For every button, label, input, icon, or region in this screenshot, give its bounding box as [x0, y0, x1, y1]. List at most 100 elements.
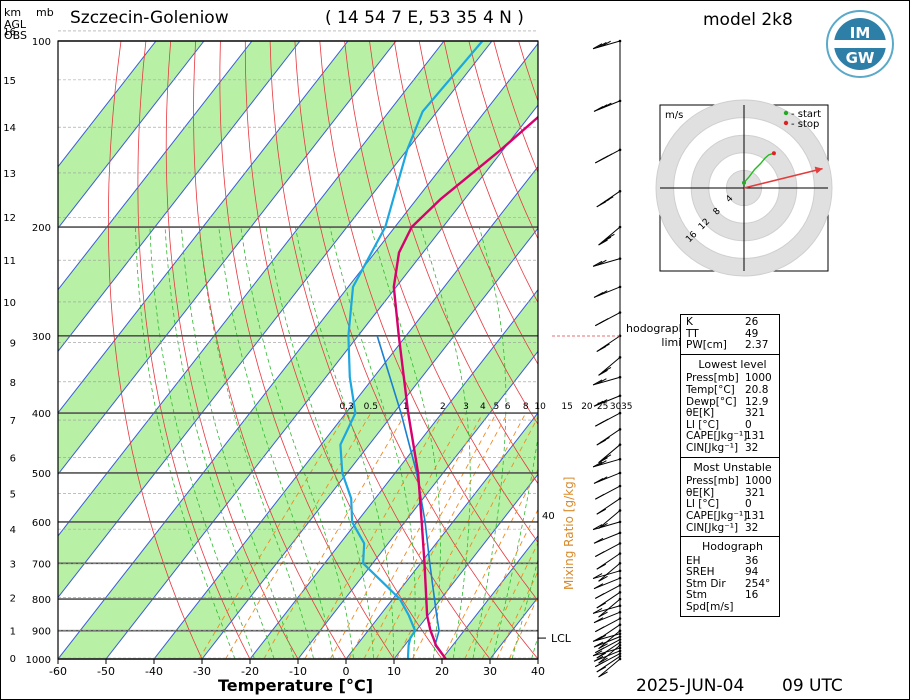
wind-barb-flag [595, 593, 605, 599]
x-tick-label: -10 [289, 665, 307, 678]
indices-label: PW[cm] [686, 339, 727, 352]
dry-adiabat [137, 41, 251, 659]
wind-barb-flag [598, 611, 608, 618]
isotherm-line [58, 41, 157, 168]
hodo-label: Stm Dir [686, 577, 726, 590]
wind-barb-flag [595, 626, 605, 633]
lowest-row: Dewp[°C] 12.9 [686, 395, 779, 409]
wind-barb-flag [593, 617, 604, 624]
storm-motion-vector [743, 167, 823, 189]
unstable-label: θE[K] [686, 486, 715, 499]
isotherm-line [345, 412, 538, 659]
x-tick-label: 40 [531, 665, 545, 678]
x-tick-label: 0 [343, 665, 350, 678]
wind-barb-flag [597, 476, 608, 483]
hodograph-stop-label: - stop [791, 119, 819, 130]
hodo-label: EH [686, 554, 701, 567]
wind-barbs [552, 39, 622, 678]
pressure-tick-label: 200 [32, 223, 51, 234]
wind-barb-flag [593, 478, 604, 484]
wind-barb-flag [593, 641, 604, 648]
axis-mb-label: mb [36, 6, 54, 19]
unstable-row: CIN[Jkg⁻¹] 32 [686, 521, 779, 535]
profiles [339, 41, 538, 659]
dry-adiabat [294, 41, 538, 659]
km-tick-label: 14 [3, 123, 16, 134]
dry-adiabat [369, 41, 538, 485]
wind-barb-flag [598, 523, 608, 529]
hodo-row: SREH 94 [686, 567, 779, 579]
hodograph-trace-start [742, 180, 746, 185]
wind-barb-flag [595, 493, 605, 500]
hodograph-title: Hodograph [702, 540, 763, 554]
wind-barb-flag [603, 196, 614, 203]
hodograph-trace [743, 152, 775, 184]
unstable-value: 32 [745, 521, 759, 534]
mixing-ratio-tick-label: 6 [505, 402, 511, 412]
hodo-row: EH 36 [686, 554, 779, 568]
unstable-row: CAPE[Jkg⁻¹] 131 [686, 509, 779, 523]
moist-adiabat [181, 226, 295, 659]
unstable-row: LI [°C] 0 [686, 499, 779, 511]
lowest-label: LI [°C] [686, 418, 720, 431]
wind-barb-flag [597, 290, 608, 297]
moist-adiabat [472, 226, 507, 659]
x-tick-label: -20 [241, 665, 259, 678]
wind-barb-flag [593, 105, 604, 112]
lowest-value: 1000 [745, 372, 772, 385]
km-tick-label: 10 [3, 298, 16, 309]
moist-adiabat [295, 226, 394, 659]
unstable-value: 131 [745, 509, 766, 522]
lowest-label: CAPE[Jkg⁻¹] [686, 430, 748, 443]
valid-date: 2025-JUN-04 [636, 676, 745, 696]
km-tick-label: 5 [10, 490, 16, 501]
lowest-level-title: Lowest level [698, 357, 767, 371]
wind-barb-flag [598, 643, 608, 650]
wind-barb-shaft [592, 258, 621, 267]
lowest-row: CAPE[Jkg⁻¹] 131 [686, 431, 779, 443]
mixing-ratio-tick-label: 10 [534, 402, 546, 412]
pressure-tick-label: 800 [32, 595, 51, 606]
lowest-row: θE[K] 321 [686, 408, 779, 420]
lowest-value: 321 [745, 407, 766, 420]
hodograph-trace-stop [771, 151, 776, 156]
moist-adiabat [370, 226, 441, 659]
wind-barb-flag [592, 608, 603, 614]
km-tick-label: 16 [3, 27, 16, 38]
x-tick-label: 30 [483, 665, 497, 678]
km-tick-label: 2 [10, 593, 16, 604]
wind-barb-flag [600, 343, 610, 350]
wind-barb-flag [598, 418, 609, 425]
wind-barb-flag [593, 291, 604, 298]
x-tick-label: -30 [193, 665, 211, 678]
hodo-value: 16 [745, 589, 759, 602]
isotherm-line [58, 41, 349, 414]
pressure-tick-label: 700 [32, 559, 51, 570]
lowest-value: 12.9 [745, 395, 769, 408]
wind-barb-flag [593, 655, 604, 662]
wind-barb-shaft [593, 286, 621, 298]
mixing-ratio-axis-label: Mixing Ratio [g/kg] [562, 476, 576, 590]
wind-barb-flag [597, 460, 607, 467]
wind-barb-flag [598, 671, 608, 678]
km-tick-label: 6 [10, 453, 16, 464]
wind-barb-flag [596, 602, 607, 609]
km-tick-label: 0 [10, 654, 16, 665]
lowest-label: Dewp[°C] [686, 395, 737, 408]
unstable-label: CIN[Jkg⁻¹] [686, 521, 739, 534]
wind-barb-shaft [593, 532, 621, 544]
wind-barb-shaft [598, 630, 621, 650]
mixing-ratio-tick-label: 20 [581, 402, 593, 412]
valid-time: 09 UTC [782, 676, 843, 696]
km-tick-label: 4 [10, 525, 16, 536]
dry-adiabat [269, 41, 491, 659]
wind-barb-shaft [593, 100, 621, 112]
indices-table: K 26 TT 49 PW[cm] 2.37 Lowest level Press[mb]… [680, 314, 780, 617]
isotherm-line [153, 165, 538, 659]
station-name: Szczecin-Goleniow [70, 8, 229, 28]
wind-barb-shaft [593, 611, 621, 624]
km-tick-label: 1 [10, 626, 16, 637]
mixing-ratio-tick-label: 30 [610, 402, 622, 412]
axes: 0.3 0.5 1 2 3 4 5 6 8 10 15 20 25 30 35100200300400500… [3, 6, 632, 678]
indices-row: K 26 [686, 316, 779, 329]
